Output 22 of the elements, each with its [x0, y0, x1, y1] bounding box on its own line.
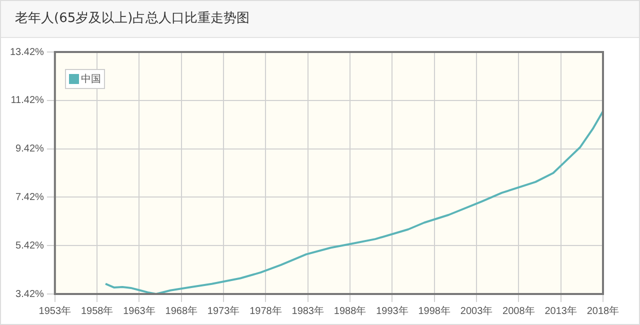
x-tick-label: 1993年: [376, 304, 408, 317]
x-tick-label: 1963年: [123, 304, 156, 317]
chart-title: 老年人(65岁及以上)占总人口比重走势图: [1, 1, 639, 38]
x-tick-label: 1978年: [250, 304, 282, 317]
x-tick-label: 1998年: [418, 304, 450, 317]
y-tick-label: 5.42%: [16, 240, 44, 252]
x-tick-label: 1968年: [165, 304, 198, 317]
y-tick-label: 3.42%: [16, 288, 44, 300]
x-tick-label: 2008年: [502, 304, 535, 317]
x-tick-label: 1973年: [207, 304, 240, 317]
y-tick-label: 7.42%: [16, 192, 44, 203]
legend-label: 中国: [81, 72, 101, 86]
x-tick-label: 2018年: [586, 304, 620, 317]
x-tick-label: 2013年: [544, 304, 577, 317]
x-tick-label: 2003年: [460, 304, 493, 317]
x-tick-label: 1958年: [80, 304, 114, 317]
x-tick-label: 1983年: [292, 304, 324, 317]
x-tick-label: 1988年: [334, 304, 366, 317]
y-tick-label: 9.42%: [16, 144, 44, 155]
x-tick-label: 1953年: [38, 304, 72, 317]
y-tick-label: 11.42%: [10, 95, 44, 106]
y-tick-label: 13.42%: [10, 46, 44, 58]
